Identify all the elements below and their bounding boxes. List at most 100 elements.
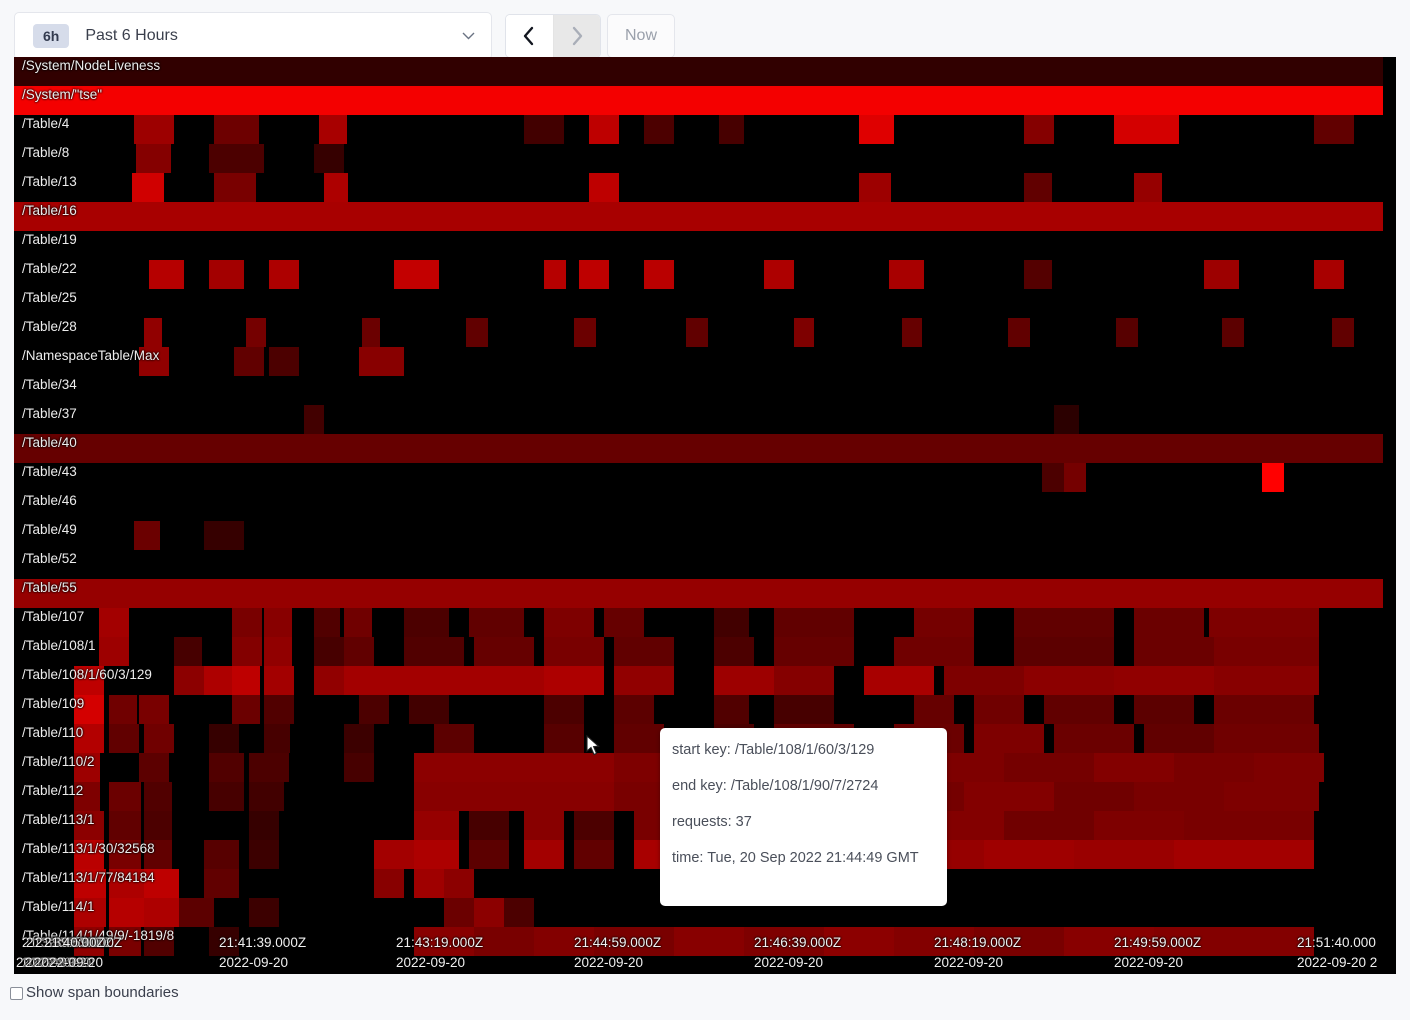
heatmap-cell[interactable] [144, 927, 174, 956]
heatmap-cell[interactable] [314, 608, 340, 637]
heatmap-cell[interactable] [144, 782, 172, 811]
next-range-button[interactable] [552, 15, 600, 57]
heatmap-cell[interactable] [964, 782, 1054, 811]
heatmap-cell[interactable] [264, 695, 294, 724]
heatmap-cell[interactable] [204, 521, 244, 550]
heatmap-row[interactable] [14, 405, 1383, 434]
heatmap-cell[interactable] [714, 666, 774, 695]
heatmap-cell[interactable] [1222, 318, 1244, 347]
heatmap-cell[interactable] [544, 637, 604, 666]
heatmap-cell[interactable] [1154, 927, 1314, 956]
heatmap-row[interactable] [14, 463, 1383, 492]
heatmap-cell[interactable] [889, 260, 924, 289]
heatmap-cell[interactable] [1262, 463, 1284, 492]
heatmap-row[interactable] [14, 202, 1383, 231]
heatmap-cell[interactable] [1174, 753, 1254, 782]
heatmap-cell[interactable] [984, 840, 1074, 869]
heatmap-cell[interactable] [14, 86, 1383, 115]
heatmap-cell[interactable] [719, 115, 744, 144]
heatmap-cell[interactable] [249, 782, 284, 811]
heatmap-cell[interactable] [139, 347, 169, 376]
heatmap-cell[interactable] [1044, 695, 1114, 724]
heatmap-cell[interactable] [232, 695, 260, 724]
heatmap-cell[interactable] [444, 869, 474, 898]
heatmap-cell[interactable] [714, 695, 749, 724]
heatmap-cell[interactable] [264, 637, 292, 666]
heatmap-cell[interactable] [1134, 637, 1214, 666]
heatmap-cell[interactable] [232, 666, 260, 695]
heatmap-cell[interactable] [109, 869, 144, 898]
heatmap-row[interactable] [14, 550, 1383, 579]
heatmap-cell[interactable] [1004, 753, 1094, 782]
heatmap-cell[interactable] [209, 753, 244, 782]
heatmap-cell[interactable] [74, 840, 104, 869]
heatmap-cell[interactable] [234, 347, 264, 376]
heatmap-cell[interactable] [974, 724, 1044, 753]
heatmap-cell[interactable] [344, 608, 372, 637]
heatmap-cell[interactable] [614, 637, 674, 666]
heatmap-cell[interactable] [209, 724, 239, 753]
heatmap-cell[interactable] [209, 927, 239, 956]
heatmap-cell[interactable] [1314, 260, 1344, 289]
heatmap-cell[interactable] [344, 666, 544, 695]
heatmap-cell[interactable] [1094, 811, 1184, 840]
heatmap-cell[interactable] [1114, 666, 1214, 695]
heatmap-cell[interactable] [214, 115, 259, 144]
heatmap-cell[interactable] [894, 927, 974, 956]
heatmap-cell[interactable] [469, 840, 509, 869]
heatmap-cell[interactable] [414, 811, 459, 840]
heatmap-cell[interactable] [1004, 811, 1094, 840]
heatmap-cell[interactable] [614, 666, 674, 695]
heatmap-cell[interactable] [269, 260, 299, 289]
heatmap-cell[interactable] [214, 173, 256, 202]
heatmap-cell[interactable] [264, 666, 294, 695]
show-span-boundaries-checkbox[interactable] [10, 987, 23, 1000]
heatmap-cell[interactable] [544, 695, 584, 724]
heatmap-cell[interactable] [1064, 927, 1154, 956]
heatmap-row[interactable] [14, 260, 1383, 289]
heatmap-cell[interactable] [409, 695, 449, 724]
heatmap-row[interactable] [14, 347, 1383, 376]
heatmap-cell[interactable] [902, 318, 922, 347]
heatmap-cell[interactable] [1332, 318, 1354, 347]
heatmap-cell[interactable] [1114, 115, 1179, 144]
heatmap-row[interactable] [14, 666, 1383, 695]
heatmap-cell[interactable] [74, 724, 104, 753]
heatmap-row[interactable] [14, 173, 1383, 202]
heatmap-cell[interactable] [174, 666, 204, 695]
heatmap-cell[interactable] [269, 347, 299, 376]
heatmap-cell[interactable] [374, 869, 404, 898]
heatmap-cell[interactable] [362, 318, 380, 347]
heatmap-cell[interactable] [524, 811, 564, 840]
heatmap-cell[interactable] [209, 144, 264, 173]
heatmap-row[interactable] [14, 898, 1383, 927]
heatmap-cell[interactable] [824, 927, 894, 956]
heatmap-cell[interactable] [74, 753, 100, 782]
heatmap-cell[interactable] [136, 144, 171, 173]
heatmap-cell[interactable] [314, 666, 344, 695]
heatmap-cell[interactable] [764, 260, 794, 289]
heatmap-cell[interactable] [1054, 782, 1134, 811]
heatmap-cell[interactable] [149, 260, 184, 289]
now-button[interactable]: Now [607, 14, 675, 58]
heatmap-cell[interactable] [14, 434, 1383, 463]
heatmap-cell[interactable] [1224, 782, 1319, 811]
heatmap-cell[interactable] [544, 608, 594, 637]
heatmap-cell[interactable] [944, 666, 1024, 695]
heatmap-cell[interactable] [1134, 173, 1162, 202]
heatmap-cell[interactable] [1014, 608, 1114, 637]
heatmap-row[interactable] [14, 869, 1383, 898]
heatmap-cell[interactable] [1214, 666, 1319, 695]
heatmap-cell[interactable] [1209, 608, 1319, 637]
heatmap-cell[interactable] [314, 637, 344, 666]
heatmap-cell[interactable] [474, 637, 534, 666]
heatmap-cell[interactable] [1054, 405, 1079, 434]
heatmap-row[interactable] [14, 57, 1383, 86]
heatmap-cell[interactable] [674, 927, 744, 956]
heatmap-cell[interactable] [99, 608, 129, 637]
heatmap-cell[interactable] [144, 869, 179, 898]
heatmap-cell[interactable] [524, 115, 564, 144]
heatmap-row[interactable] [14, 289, 1383, 318]
heatmap-cell[interactable] [404, 637, 464, 666]
heatmap-cell[interactable] [249, 898, 279, 927]
